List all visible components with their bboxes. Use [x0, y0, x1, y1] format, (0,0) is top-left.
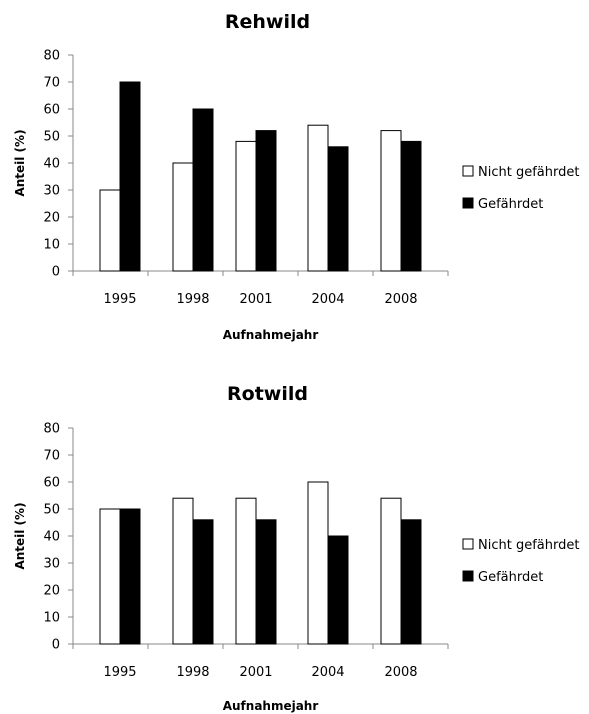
legend-label: Gefährdet: [478, 197, 543, 212]
bar-nicht-gefaehrdet-2008: [380, 130, 402, 272]
x-tick-label: 1998: [176, 665, 209, 680]
bar-gefaehrdet-2008: [400, 519, 422, 645]
y-tick-label: 20: [43, 584, 60, 599]
legend-label: Nicht gefährdet: [478, 538, 579, 553]
bar-nicht-gefaehrdet-1995: [99, 508, 121, 645]
bar-nicht-gefaehrdet-2001: [235, 140, 257, 272]
bar-gefaehrdet-1995: [119, 508, 141, 645]
y-tick-label: 60: [43, 103, 60, 118]
x-tick-label: 2008: [384, 292, 417, 307]
x-tick-label: 2004: [311, 665, 344, 680]
chart-title: Rotwild: [227, 383, 308, 405]
y-tick-label: 30: [43, 184, 60, 199]
x-tick-label: 2008: [384, 665, 417, 680]
y-tick-label: 50: [43, 130, 60, 145]
x-tick-label: 1995: [103, 292, 136, 307]
x-tick-label: 2001: [239, 292, 272, 307]
bar-gefaehrdet-2008: [400, 140, 422, 272]
bar-gefaehrdet-2001: [255, 130, 277, 272]
x-tick-label: 1998: [176, 292, 209, 307]
y-tick-label: 80: [43, 49, 60, 64]
legend-swatch: [462, 570, 474, 582]
bar-nicht-gefaehrdet-2008: [380, 497, 402, 645]
chart-2: Rotwild Anteil (%) Aufnahmejahr 0 10 20 30 40 50…: [13, 383, 579, 713]
y-tick-label: 10: [43, 238, 60, 253]
y-tick-label: 70: [43, 449, 60, 464]
y-tick-label: 10: [43, 611, 60, 626]
bar-nicht-gefaehrdet-1995: [99, 189, 121, 272]
chart-title: Rehwild: [225, 11, 310, 33]
x-tick-label: 2004: [311, 292, 344, 307]
bar-gefaehrdet-2004: [327, 146, 349, 272]
bar-nicht-gefaehrdet-1998: [172, 497, 194, 645]
y-tick-label: 40: [43, 157, 60, 172]
bar-nicht-gefaehrdet-2004: [307, 481, 329, 645]
bar-gefaehrdet-2004: [327, 535, 349, 645]
bar-gefaehrdet-2001: [255, 519, 277, 645]
x-tick-label: 1995: [103, 665, 136, 680]
y-tick-label: 40: [43, 530, 60, 545]
legend-label: Nicht gefährdet: [478, 165, 579, 180]
y-axis-label: Anteil (%): [13, 502, 27, 569]
chart-1: Rehwild Anteil (%) Aufnahmejahr 0 10 20 30 40 50…: [13, 11, 579, 342]
x-tick-label: 2001: [239, 665, 272, 680]
bar-gefaehrdet-1998: [192, 519, 214, 645]
legend: Nicht gefährdet Gefährdet: [462, 165, 579, 212]
bar-gefaehrdet-1998: [192, 108, 214, 272]
legend-swatch: [462, 197, 474, 209]
y-axis-label: Anteil (%): [13, 129, 27, 196]
y-tick-label: 50: [43, 503, 60, 518]
y-tick-label: 30: [43, 557, 60, 572]
x-axis-label: Aufnahmejahr: [223, 699, 319, 713]
y-tick-label: 0: [52, 638, 60, 653]
legend-swatch: [462, 538, 474, 550]
y-tick-label: 80: [43, 422, 60, 437]
y-tick-label: 0: [52, 265, 60, 280]
y-tick-label: 60: [43, 476, 60, 491]
x-axis-label: Aufnahmejahr: [223, 328, 319, 342]
legend-label: Gefährdet: [478, 570, 543, 585]
y-tick-label: 20: [43, 211, 60, 226]
bar-nicht-gefaehrdet-2001: [235, 497, 257, 645]
legend: Nicht gefährdet Gefährdet: [462, 538, 579, 585]
bar-nicht-gefaehrdet-2004: [307, 124, 329, 272]
bar-gefaehrdet-1995: [119, 81, 141, 272]
y-tick-label: 70: [43, 76, 60, 91]
bar-nicht-gefaehrdet-1998: [172, 162, 194, 272]
legend-swatch: [462, 165, 474, 177]
